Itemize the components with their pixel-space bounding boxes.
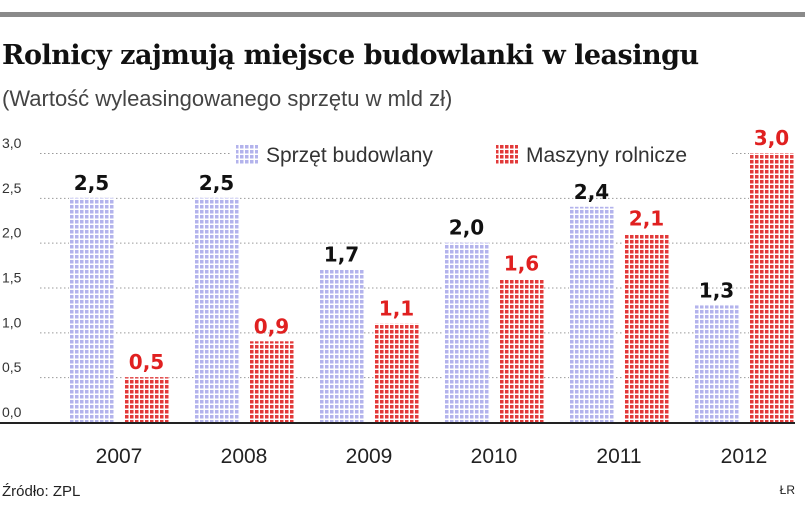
y-tick-label: 0,0 bbox=[2, 404, 22, 420]
x-tick-label: 2008 bbox=[221, 445, 268, 468]
value-label: 0,5 bbox=[129, 350, 164, 374]
value-label: 3,0 bbox=[754, 126, 789, 150]
top-rule bbox=[0, 12, 805, 17]
value-label: 2,5 bbox=[199, 171, 234, 195]
legend-swatch-maszyny-rolnicze bbox=[496, 144, 518, 164]
x-tick-label: 2007 bbox=[96, 445, 143, 468]
bar-sprzet-budowlany bbox=[694, 305, 739, 422]
legend-swatch-sprzet-budowlany bbox=[236, 144, 258, 164]
legend-label-sprzet-budowlany: Sprzęt budowlany bbox=[266, 144, 433, 167]
value-label: 2,4 bbox=[574, 180, 609, 204]
bar-maszyny-rolnicze bbox=[374, 323, 419, 422]
legend-background bbox=[232, 139, 732, 169]
bar-sprzet-budowlany bbox=[194, 197, 239, 422]
value-label: 1,1 bbox=[379, 296, 414, 320]
bar-maszyny-rolnicze bbox=[124, 377, 169, 422]
value-label: 1,7 bbox=[324, 243, 359, 267]
legend-label-maszyny-rolnicze: Maszyny rolnicze bbox=[526, 144, 687, 167]
y-tick-label: 3,0 bbox=[2, 135, 22, 151]
bar-sprzet-budowlany bbox=[569, 206, 614, 422]
y-tick-label: 2,5 bbox=[2, 180, 22, 196]
bar-maszyny-rolnicze bbox=[249, 341, 294, 422]
value-label: 2,0 bbox=[449, 216, 484, 240]
chart-title: Rolnicy zajmują miejsce budowlanki w lea… bbox=[2, 40, 699, 71]
x-axis: 2007 2008 2009 2010 2011 2012 bbox=[0, 422, 795, 468]
chart-subtitle: (Wartość wyleasingowanego sprzętu w mld … bbox=[2, 86, 453, 111]
y-tick-label: 2,0 bbox=[2, 225, 22, 241]
y-tick-label: 1,0 bbox=[2, 314, 22, 330]
author-initials: ŁR bbox=[779, 483, 795, 497]
value-labels: 2,5 2,5 1,7 2,0 2,4 1,3 0,5 0,9 1,1 1,6 2,1 3,0 bbox=[74, 126, 789, 374]
value-label: 2,1 bbox=[629, 207, 664, 231]
bars bbox=[69, 153, 794, 422]
x-tick-label: 2011 bbox=[596, 445, 641, 468]
bar-maszyny-rolnicze bbox=[499, 278, 544, 422]
value-label: 0,9 bbox=[254, 314, 289, 338]
bar-maszyny-rolnicze bbox=[624, 233, 669, 422]
bar-sprzet-budowlany bbox=[69, 197, 114, 422]
x-tick-label: 2010 bbox=[471, 445, 518, 468]
legend: Sprzęt budowlany Maszyny rolnicze bbox=[232, 139, 732, 169]
y-tick-label: 0,5 bbox=[2, 359, 22, 375]
x-tick-label: 2009 bbox=[346, 445, 393, 468]
value-label: 2,5 bbox=[74, 171, 109, 195]
y-tick-label: 1,5 bbox=[2, 270, 22, 286]
bar-maszyny-rolnicze bbox=[749, 153, 794, 422]
x-tick-label: 2012 bbox=[721, 445, 768, 468]
bar-sprzet-budowlany bbox=[319, 269, 364, 422]
value-label: 1,6 bbox=[504, 252, 539, 276]
value-label: 1,3 bbox=[699, 278, 734, 302]
bar-sprzet-budowlany bbox=[444, 242, 489, 422]
source-note: Źródło: ZPL bbox=[2, 483, 81, 500]
